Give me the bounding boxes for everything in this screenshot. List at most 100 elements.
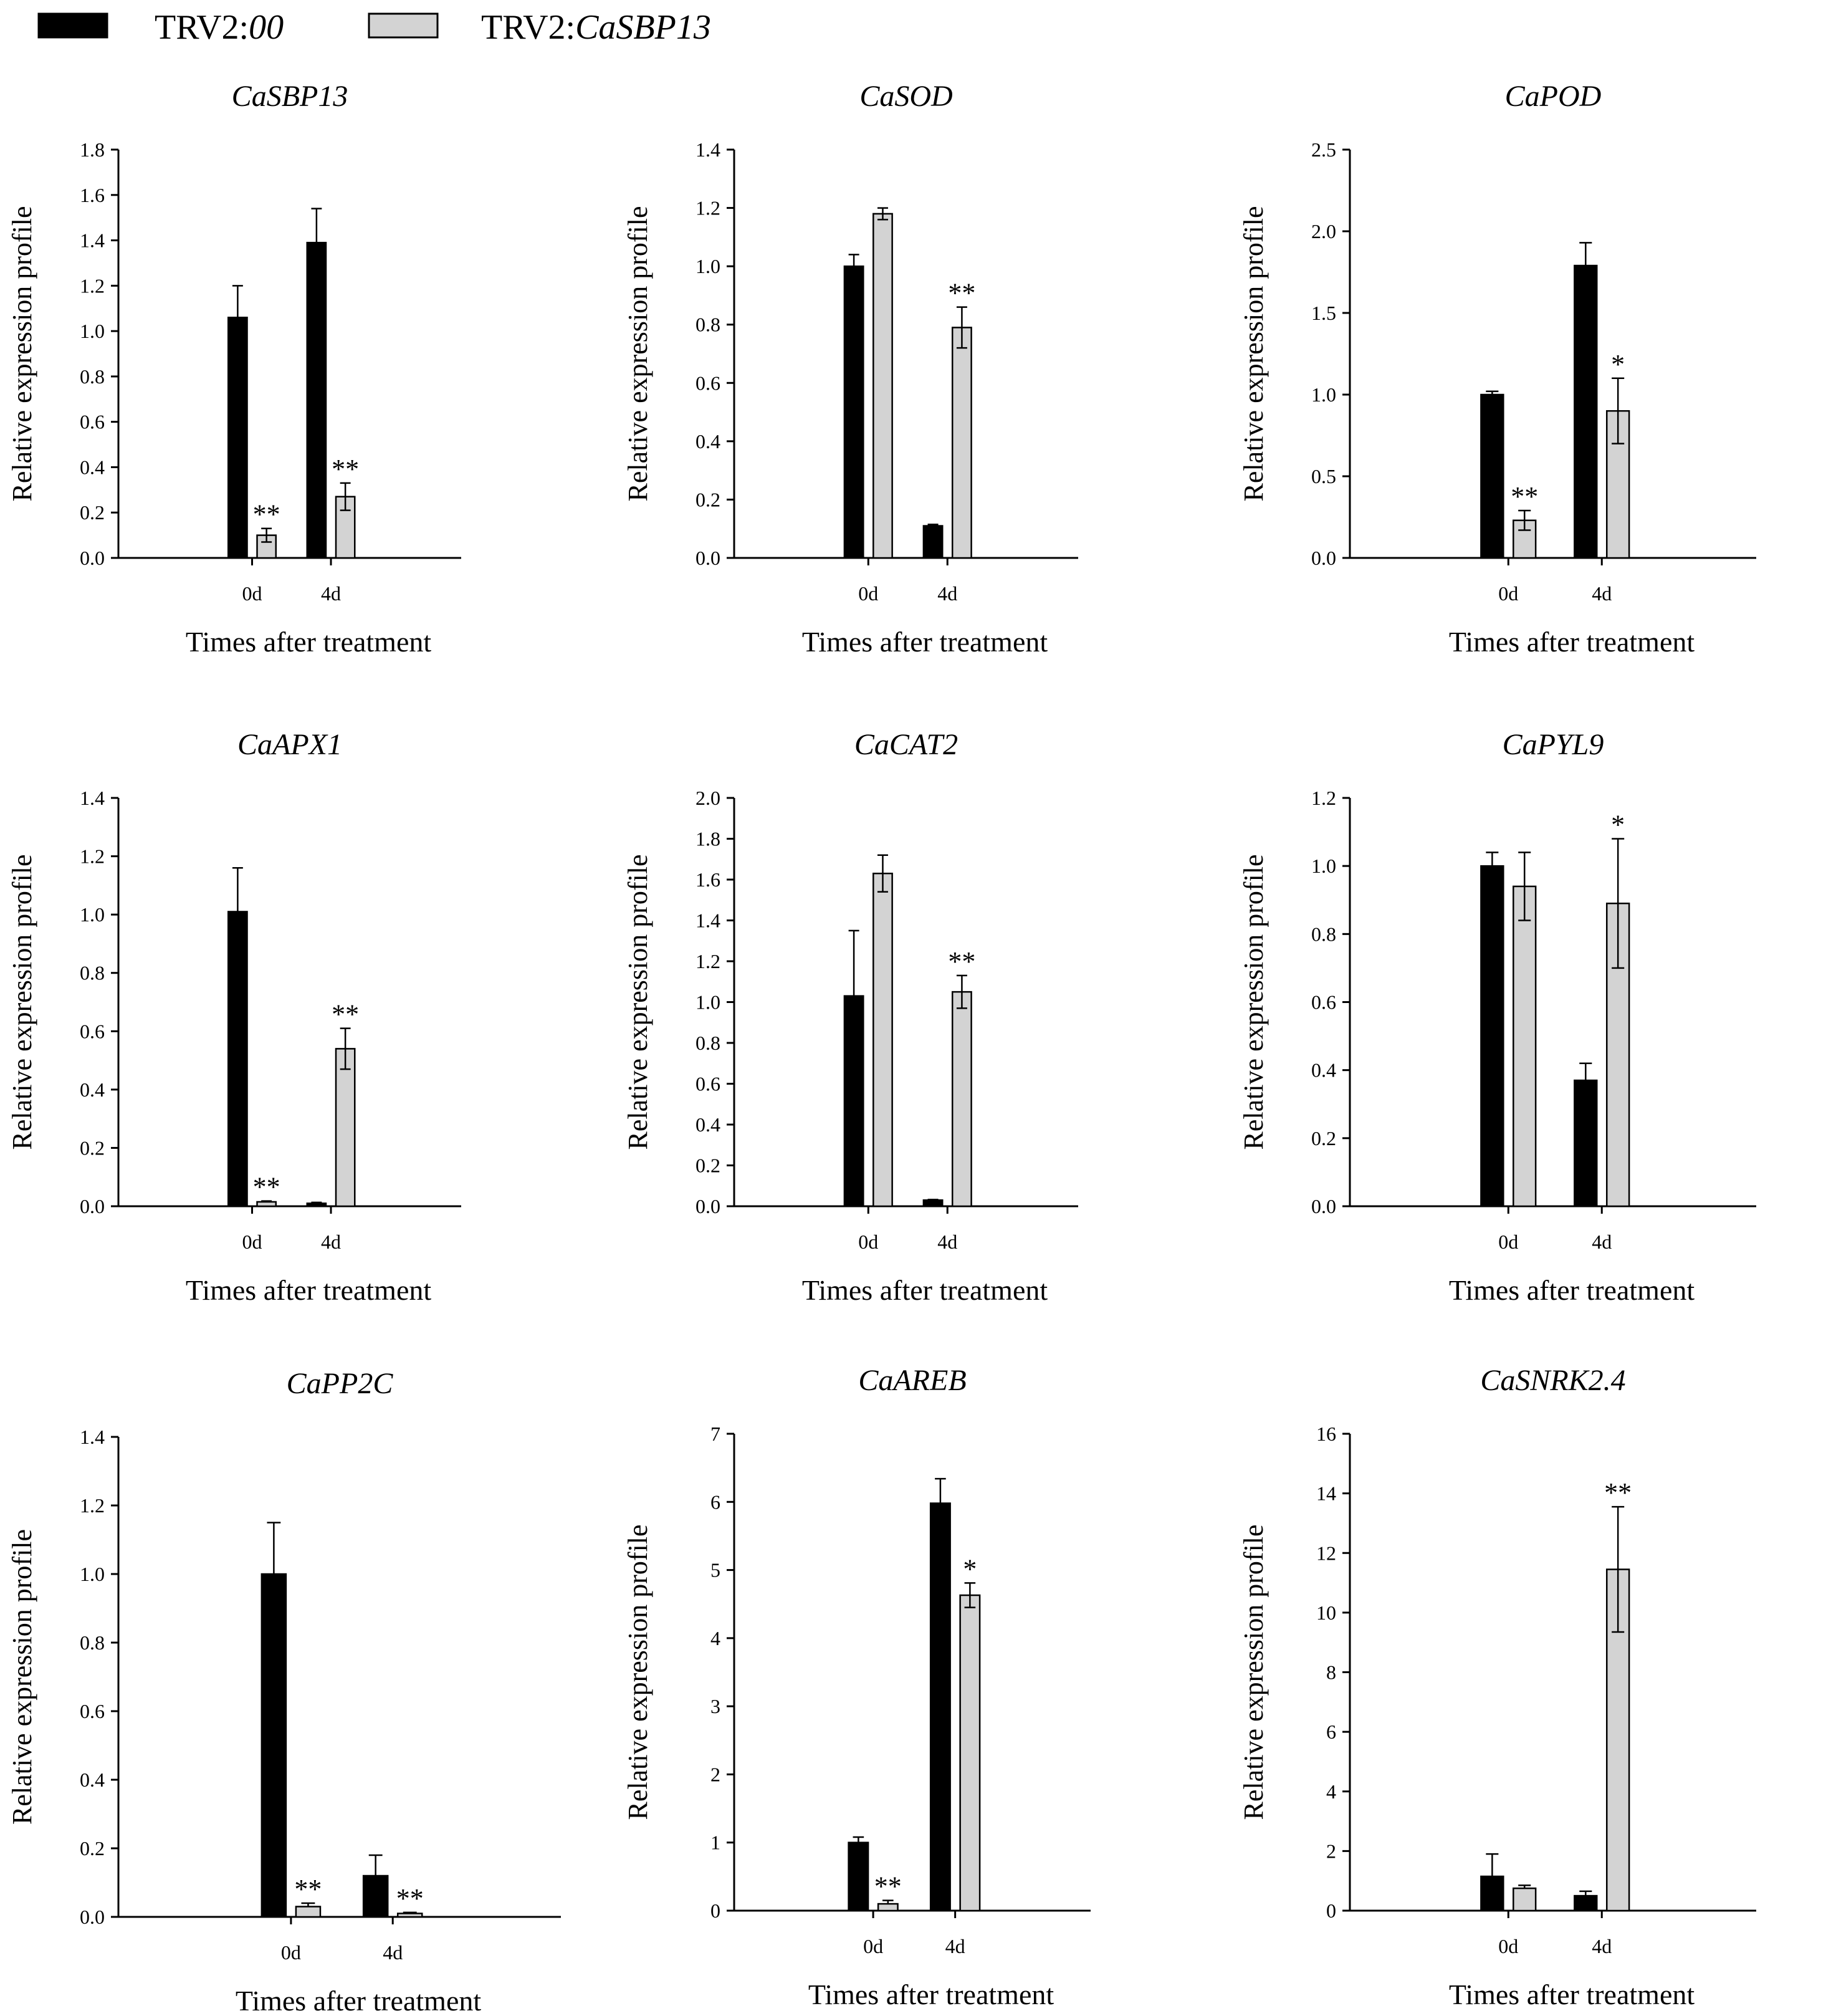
chart-title: CaAREB [858,1364,966,1397]
y-tick-label: 0.4 [80,1078,105,1101]
bar-control-0d [1480,1875,1504,1912]
x-tick-label: 4d [383,1941,403,1964]
y-tick-label: 1.0 [80,320,105,342]
significance-mark: ** [253,499,280,530]
y-tick-label: 1.0 [696,255,720,277]
y-tick-label: 0.6 [80,1020,105,1042]
y-tick-label: 6 [710,1490,720,1513]
bar-control-4d [929,1502,951,1912]
y-tick-label: 1.2 [696,197,720,219]
x-axis-title: Times after treatment [1449,1274,1695,1306]
chart-title: CaSNRK2.4 [1480,1364,1625,1397]
chart-title: CaPYL9 [1503,728,1604,761]
significance-mark: ** [396,1883,424,1914]
y-tick-label: 4 [1326,1780,1336,1803]
y-tick-label: 0.0 [1311,1195,1336,1217]
y-tick-label: 0.6 [696,1073,720,1095]
y-tick-label: 0.5 [1311,465,1336,487]
y-tick-label: 0.8 [80,1631,105,1654]
bar-silenced-0d [295,1906,322,1918]
significance-mark: ** [948,946,975,977]
chart-panel-2: CaSOD 0.0 0.2 0.4 0.6 0.8 1.0 1.2 1.4 Relative ex… [623,80,1078,658]
significance-mark: ** [1511,481,1538,512]
y-tick-label: 0.4 [696,1113,720,1136]
legend-label-control-prefix: TRV2: [155,8,249,47]
y-axis-title: Relative expression profile [1238,206,1269,501]
bar-control-4d [362,1874,389,1918]
chart-title: CaAPX1 [237,728,342,761]
bar-silenced-0d [872,213,893,559]
y-tick-label: 0.2 [1311,1127,1336,1150]
y-axis-title: Relative expression profile [623,854,653,1150]
significance-mark: ** [253,1172,280,1202]
y-tick-label: 1.2 [1311,787,1336,809]
x-axis-title: Times after treatment [1449,1979,1695,2010]
bar-silenced-0d [1513,885,1537,1207]
x-tick-label: 4d [937,1231,957,1253]
bar-silenced-0d [872,872,893,1207]
y-axis-title: Relative expression profile [623,1524,653,1820]
x-axis-title: Times after treatment [1449,626,1695,658]
y-tick-label: 0.0 [696,1195,720,1217]
y-tick-label: 10 [1316,1601,1336,1624]
y-tick-label: 0.8 [1311,923,1336,945]
chart-panel-5: CaCAT2 0.0 0.2 0.4 0.6 0.8 1.0 1.2 1.4 1.6 1.8 2.0 R… [623,728,1078,1306]
y-tick-label: 0 [710,1899,720,1922]
y-tick-label: 2.5 [1311,138,1336,161]
x-tick-label: 4d [1592,1935,1612,1957]
bar-control-4d [922,525,944,559]
y-tick-label: 0.4 [1311,1059,1336,1082]
x-tick-label: 4d [1592,582,1612,605]
bar-control-4d [922,1199,944,1207]
x-tick-label: 0d [858,582,878,605]
y-axis-title: Relative expression profile [623,206,653,501]
chart-title: CaSBP13 [232,80,348,113]
y-tick-label: 1.2 [80,1494,105,1517]
x-tick-label: 4d [937,582,957,605]
y-tick-label: 14 [1316,1482,1336,1505]
chart-panel-7: CaPP2C 0.0 0.2 0.4 0.6 0.8 1.0 1.2 1.4 Relative e… [7,1367,561,2016]
bar-silenced-4d [951,327,972,559]
legend-label-silenced-italic: CaSBP13 [575,8,711,47]
y-tick-label: 1 [710,1831,720,1854]
chart-panel-4: CaAPX1 0.0 0.2 0.4 0.6 0.8 1.0 1.2 1.4 Relative e… [7,728,461,1306]
x-tick-label: 0d [242,1231,262,1253]
chart-panel-8: CaAREB 0 1 2 3 4 5 6 7 Relative expression profil… [623,1364,1091,2010]
chart-title: CaPP2C [287,1367,394,1400]
y-tick-label: 0.0 [80,1906,105,1928]
bar-silenced-4d [335,1048,356,1207]
bar-control-4d [1574,1894,1598,1912]
y-tick-label: 0.8 [80,365,105,388]
x-tick-label: 0d [1498,1935,1518,1957]
y-tick-label: 0.8 [696,1032,720,1054]
y-tick-label: 1.6 [80,184,105,206]
significance-mark: ** [332,454,359,484]
x-tick-label: 4d [321,1231,341,1253]
significance-mark: ** [948,278,975,309]
legend-swatch-silenced [368,12,439,39]
chart-title: CaPOD [1505,80,1602,113]
y-axis-title: Relative expression profile [7,854,37,1150]
y-tick-label: 0.0 [1311,547,1336,569]
y-tick-label: 1.0 [80,903,105,926]
y-axis-title: Relative expression profile [7,206,37,501]
significance-mark: ** [294,1874,322,1904]
bar-control-0d [843,995,864,1207]
y-tick-label: 1.5 [1311,302,1336,324]
chart-panel-9: CaSNRK2.4 0 2 4 6 8 10 12 14 16 Relative expressio… [1238,1364,1756,2010]
y-tick-label: 0.2 [80,1837,105,1860]
y-tick-label: 0.8 [80,962,105,984]
y-tick-label: 0.6 [1311,991,1336,1014]
y-tick-label: 12 [1316,1542,1336,1564]
significance-mark: ** [874,1871,902,1902]
y-tick-label: 2.0 [696,787,720,809]
legend-label-silenced: TRV2:CaSBP13 [481,8,711,47]
y-tick-label: 2 [1326,1840,1336,1862]
significance-mark: * [963,1553,977,1584]
x-axis-title: Times after treatment [186,1274,432,1306]
y-tick-label: 1.4 [696,910,720,932]
bar-silenced-0d [256,1201,277,1207]
legend: TRV2:00 TRV2:CaSBP13 [37,8,711,47]
x-axis-title: Times after treatment [186,626,432,658]
